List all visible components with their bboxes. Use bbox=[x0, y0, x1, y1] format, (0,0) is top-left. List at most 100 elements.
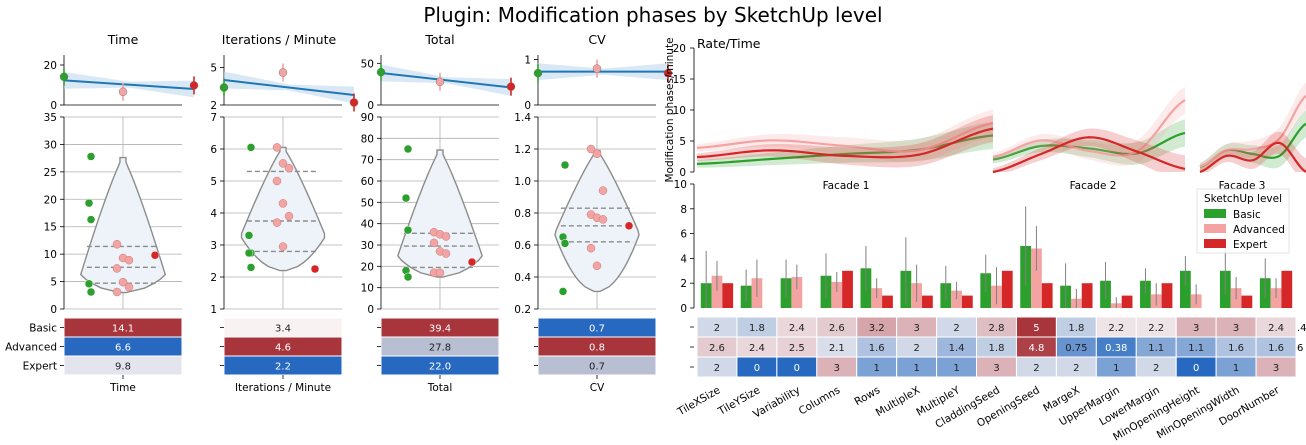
point-advanced bbox=[441, 232, 451, 241]
point-advanced bbox=[124, 282, 134, 292]
table-cell-value: 1.1 bbox=[1188, 343, 1204, 354]
fit-mean-point-expert bbox=[349, 98, 359, 107]
line-basic bbox=[992, 131, 1186, 161]
panel-4: CV 0 1 0.2 0.4 0.6 0.8 1.0 1.2 1.4 0.7 0.8 0.7 CV bbox=[514, 32, 673, 394]
bar-expert bbox=[882, 295, 893, 308]
point-basic bbox=[86, 152, 96, 161]
table-cell-value: 3 bbox=[1273, 363, 1279, 374]
point-advanced bbox=[586, 243, 596, 253]
y-tick-label: 6 bbox=[680, 229, 687, 241]
y-tick-label: 20 bbox=[44, 194, 57, 206]
table-cell-value: 2 bbox=[714, 363, 720, 374]
point-advanced bbox=[124, 255, 134, 265]
y-tick-label: 2 bbox=[210, 272, 217, 284]
band-advanced bbox=[1200, 82, 1306, 171]
point-advanced bbox=[284, 211, 294, 221]
bar-expert bbox=[1281, 270, 1293, 308]
line-advanced bbox=[1199, 94, 1306, 168]
y-tick-label: 2 bbox=[210, 100, 217, 112]
y-tick-label: 0.2 bbox=[514, 304, 531, 316]
y-tick-label: 80 bbox=[361, 133, 374, 145]
y-tick-label: 0.8 bbox=[514, 208, 531, 220]
y-tick-label: 1.2 bbox=[514, 144, 531, 156]
fit-mean-point-advanced bbox=[278, 68, 288, 77]
line-advanced bbox=[696, 121, 994, 153]
fit-mean-point-advanced bbox=[118, 87, 128, 97]
point-expert bbox=[150, 250, 160, 260]
point-basic bbox=[84, 198, 94, 208]
bar-expert bbox=[842, 270, 853, 308]
fit-mean-point-advanced bbox=[592, 64, 602, 73]
table-cell-value: 0.7 bbox=[589, 324, 605, 335]
point-advanced bbox=[284, 163, 294, 173]
panel-title: Time bbox=[107, 32, 139, 47]
table-cell-value: 1 bbox=[1233, 363, 1239, 374]
line-expert bbox=[696, 127, 994, 159]
bar-expert bbox=[1081, 283, 1093, 308]
y-tick-label: 0 bbox=[679, 167, 686, 179]
table-cell-value: 2 bbox=[714, 323, 720, 334]
bar-expert bbox=[961, 295, 973, 308]
point-advanced bbox=[278, 159, 288, 168]
panel-3: Total 0 50 0 10 20 30 40 50 60 70 80 90 39.4 27.8 22.0 T… bbox=[361, 32, 516, 394]
table-cell-value: 3 bbox=[1233, 323, 1239, 334]
point-expert bbox=[467, 257, 477, 267]
point-advanced bbox=[598, 186, 608, 195]
fit-mean-point-advanced bbox=[435, 77, 445, 87]
point-basic bbox=[403, 144, 413, 154]
panel-2: Iterations / Minute 2 5 1 2 3 4 5 6 7 3.4 4.6 2.2 Ite… bbox=[210, 32, 359, 394]
bar-advanced bbox=[1270, 288, 1282, 308]
point-advanced bbox=[278, 242, 288, 251]
bar-expert bbox=[1001, 270, 1013, 308]
table-cell-value: 9.8 bbox=[115, 362, 131, 373]
y-tick-label: 5 bbox=[50, 277, 57, 289]
point-advanced bbox=[592, 149, 602, 159]
table-cell-value: 2.1 bbox=[829, 343, 845, 354]
point-basic bbox=[401, 193, 411, 203]
bar-advanced bbox=[711, 275, 723, 308]
figure-title: Plugin: Modification phases by SketchUp … bbox=[423, 3, 882, 27]
point-basic bbox=[560, 239, 570, 248]
table-cell-value: 3.2 bbox=[869, 323, 885, 334]
point-basic bbox=[86, 215, 96, 224]
line-advanced bbox=[992, 99, 1186, 159]
table-cell-value: 2 bbox=[1033, 363, 1039, 374]
bar-advanced bbox=[831, 281, 843, 308]
fit-mean-point-basic bbox=[376, 67, 386, 77]
table-cell-value: 3 bbox=[913, 323, 919, 334]
y-tick-label: 5 bbox=[210, 63, 217, 75]
table-cell-value: 1.4 bbox=[949, 343, 965, 354]
bar-basic bbox=[1140, 280, 1151, 308]
x-axis-label: Iterations / Minute bbox=[235, 382, 331, 394]
y-tick-label: 6 bbox=[210, 144, 217, 156]
violin-body bbox=[79, 156, 167, 294]
band-expert bbox=[993, 128, 1185, 172]
table-cell-value: 2.2 bbox=[1108, 323, 1124, 334]
y-tick-label: 10 bbox=[44, 249, 57, 261]
point-advanced bbox=[118, 277, 128, 287]
y-tick-label: 10 bbox=[674, 179, 687, 191]
bar-expert bbox=[1241, 295, 1253, 308]
y-tick-label: 1.0 bbox=[514, 176, 531, 188]
table-cell-value: 2.8 bbox=[989, 323, 1005, 334]
category-label: Rows bbox=[853, 384, 883, 408]
category-label: Columns bbox=[797, 384, 843, 417]
table-cell-value: 2.2 bbox=[1148, 323, 1164, 334]
point-advanced bbox=[272, 218, 282, 227]
violin-body bbox=[397, 149, 483, 278]
table-cell-value: 2.5 bbox=[789, 343, 805, 354]
facet-label: Facade 1 bbox=[823, 180, 870, 192]
fit-mean-point-expert bbox=[189, 81, 199, 90]
table-cell-value: 1.8 bbox=[749, 323, 765, 334]
bar-expert bbox=[722, 283, 734, 308]
y-tick-label: 15 bbox=[673, 74, 686, 86]
y-tick-label: 0 bbox=[524, 100, 531, 112]
point-advanced bbox=[112, 264, 122, 273]
legend-swatch-basic bbox=[1204, 209, 1226, 218]
fit-line bbox=[63, 79, 195, 90]
y-tick-label: 90 bbox=[361, 112, 374, 124]
y-tick-label: 30 bbox=[361, 240, 374, 252]
y-tick-label: 15 bbox=[44, 222, 57, 234]
table-cell-value: 2.4 bbox=[1268, 323, 1284, 334]
